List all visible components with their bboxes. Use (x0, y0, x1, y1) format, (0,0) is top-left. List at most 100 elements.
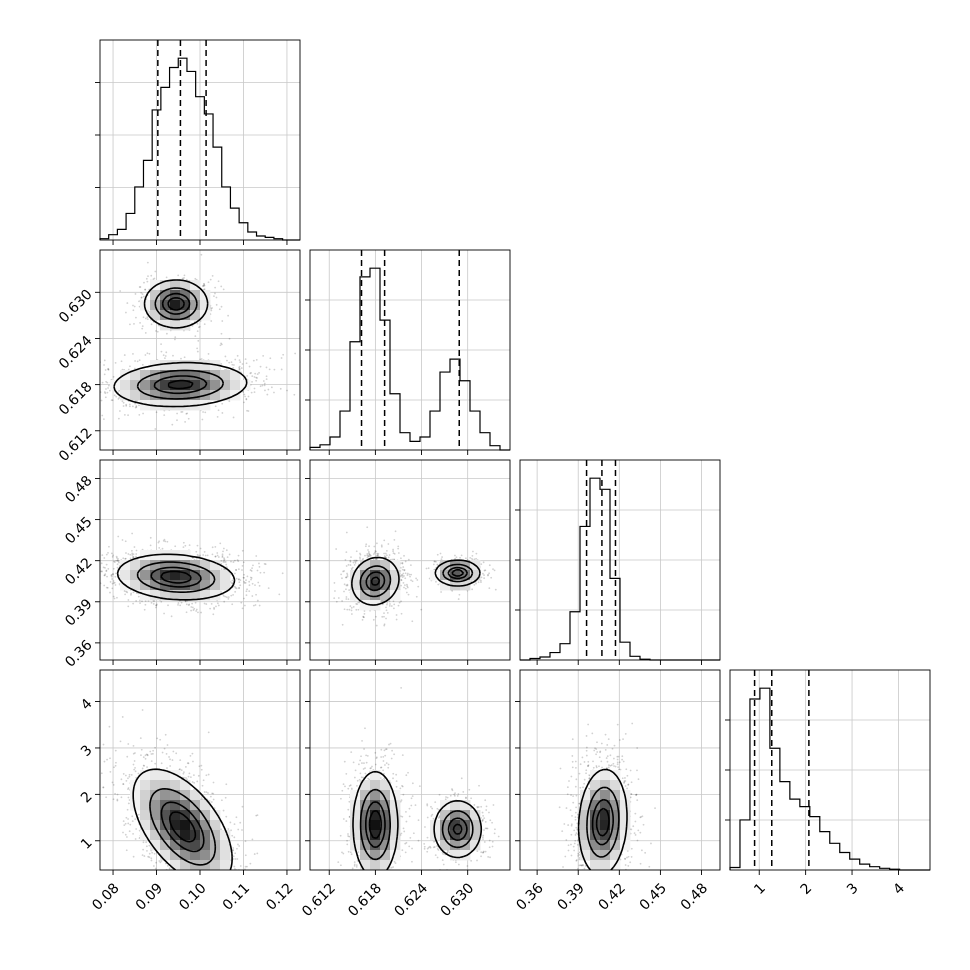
sample-point (113, 394, 116, 397)
sample-point (386, 611, 389, 614)
sample-point (107, 368, 110, 371)
sample-point (125, 403, 128, 406)
sample-point (350, 609, 353, 612)
sample-point (239, 865, 242, 867)
sample-point (112, 573, 114, 575)
sample-point (399, 566, 402, 569)
sample-point (251, 582, 254, 585)
sample-point (256, 373, 259, 376)
density-cell (160, 370, 171, 381)
sample-point (125, 311, 127, 314)
sample-point (156, 330, 159, 333)
sample-point (385, 606, 387, 609)
sample-point (201, 418, 204, 421)
sample-point (182, 890, 184, 892)
sample-point (210, 309, 213, 312)
sample-point (118, 583, 121, 585)
sample-point (129, 823, 132, 826)
density-cell (150, 290, 161, 301)
sample-point (249, 576, 252, 579)
sample-point (245, 398, 248, 400)
sample-point (372, 558, 375, 561)
density-cell (160, 590, 171, 601)
sample-point (350, 556, 352, 558)
sample-point (392, 550, 394, 553)
sample-point (381, 615, 384, 618)
sample-point (335, 368, 337, 370)
sample-point (237, 560, 240, 563)
density-cell (140, 580, 151, 591)
sample-point (215, 605, 217, 608)
sample-point (383, 624, 386, 627)
sample-point (100, 399, 103, 402)
sample-point (381, 600, 384, 603)
sample-point (210, 320, 213, 322)
sample-point (294, 352, 297, 355)
sample-point (188, 603, 191, 606)
density-cell (170, 310, 181, 321)
sample-point (225, 566, 228, 569)
sample-point (220, 305, 223, 308)
sample-point (361, 618, 364, 621)
sample-point (376, 552, 379, 555)
sample-point (186, 762, 189, 765)
sample-point (373, 551, 376, 554)
sample-point (259, 571, 262, 574)
sample-point (155, 411, 158, 414)
sample-point (194, 277, 197, 280)
sample-point (148, 352, 151, 355)
sample-point (256, 569, 259, 572)
histogram-step-line (729, 687, 930, 871)
sample-point (238, 365, 241, 368)
sample-point (135, 316, 137, 319)
sample-point (94, 764, 96, 766)
sample-point (177, 603, 179, 606)
sample-point (207, 878, 209, 880)
panel-frame (309, 249, 511, 451)
sample-point (196, 330, 199, 333)
sample-point (403, 569, 406, 572)
sample-point (105, 570, 108, 573)
sample-point (333, 597, 336, 600)
sample-point (366, 556, 369, 559)
sample-point (420, 608, 423, 611)
density-cell (170, 320, 181, 331)
sample-point (356, 559, 358, 562)
sample-point (375, 554, 378, 557)
sample-point (253, 376, 256, 378)
density-cell (120, 380, 131, 391)
density-cell (440, 560, 451, 571)
sample-point (158, 324, 160, 327)
sample-point (410, 573, 413, 576)
sample-point (112, 582, 115, 584)
density-cell (180, 320, 191, 331)
sample-point (129, 557, 132, 560)
density-cell (180, 580, 191, 591)
sample-point (236, 354, 239, 357)
sample-point (261, 384, 264, 387)
sample-point (220, 562, 223, 565)
sample-point (203, 550, 206, 553)
sample-point (241, 569, 243, 571)
sample-point (392, 548, 395, 551)
density-cell (220, 370, 231, 381)
sample-point (209, 872, 211, 874)
sample-point (220, 590, 222, 593)
sample-point (238, 368, 241, 371)
sample-point (113, 560, 115, 563)
sample-point (220, 342, 222, 345)
sample-point (340, 573, 343, 576)
sample-point (134, 770, 137, 773)
panel-frame (309, 459, 511, 661)
sample-point (128, 403, 131, 406)
contour-line (351, 556, 481, 606)
sample-point (269, 357, 272, 360)
sample-point (177, 274, 180, 277)
density-cell (170, 370, 181, 381)
sample-point (116, 566, 119, 569)
density-cell (190, 380, 201, 391)
sample-point (166, 903, 168, 905)
sample-point (307, 379, 309, 381)
sample-point (116, 596, 118, 599)
sample-point (225, 596, 228, 599)
